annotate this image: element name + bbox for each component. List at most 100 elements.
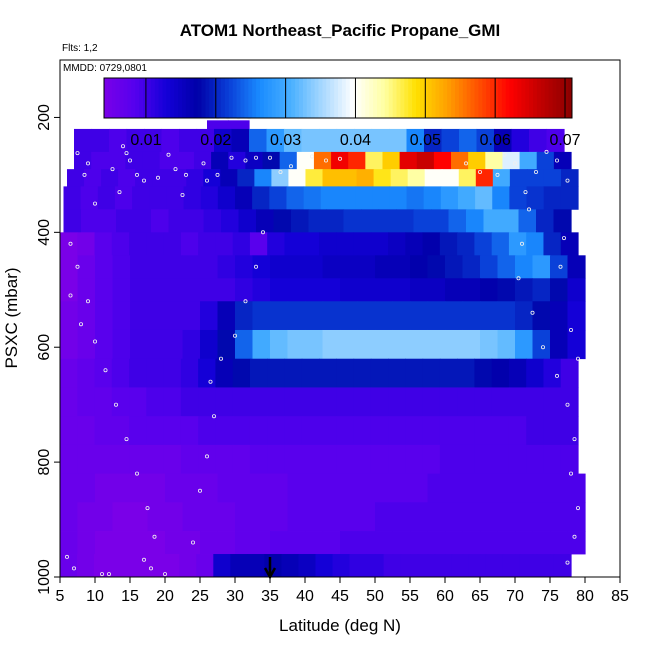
observation-point: [218, 356, 223, 361]
heatmap-cell: [147, 301, 166, 331]
colorbar-segment: [357, 78, 362, 118]
colorbar-segment: [178, 78, 183, 118]
observation-point: [68, 293, 73, 298]
colorbar-segment: [517, 78, 522, 118]
heatmap-cell: [230, 554, 248, 578]
heatmap-cell: [422, 232, 441, 256]
heatmap-cell: [287, 473, 306, 503]
heatmap-cell: [371, 128, 390, 153]
heatmap-cell: [129, 232, 147, 256]
colorbar-segment: [521, 78, 526, 118]
heatmap-cell: [410, 531, 429, 555]
heatmap-cell: [60, 255, 79, 279]
colorbar-segment: [197, 78, 202, 118]
observation-point: [520, 241, 525, 246]
observation-point: [569, 471, 574, 476]
heatmap-cell: [95, 329, 114, 360]
heatmap-cell: [196, 554, 214, 578]
observation-points: [65, 115, 581, 577]
observation-point: [267, 155, 272, 160]
heatmap-cell: [252, 329, 271, 360]
heatmap-cell: [231, 128, 250, 153]
heatmap-cell: [203, 209, 222, 233]
heatmap-cell: [340, 301, 359, 331]
colorbar-segment: [369, 78, 374, 118]
heatmap-cell: [392, 502, 411, 532]
observation-point: [572, 437, 577, 442]
heatmap-cell: [118, 169, 136, 187]
heatmap-cell: [462, 301, 481, 331]
observation-point: [253, 155, 258, 160]
heatmap-cell: [480, 278, 499, 302]
heatmap-cell: [349, 554, 368, 578]
y-tick-label: 200: [36, 104, 53, 131]
colorbar-segment: [349, 78, 355, 118]
heatmap-cell: [163, 358, 182, 388]
heatmap-cell: [221, 209, 240, 233]
heatmap-cell: [125, 151, 144, 170]
heatmap-cell: [94, 554, 112, 578]
heatmap-cell: [284, 444, 303, 474]
colorbar-segment: [119, 78, 124, 118]
colorbar-segment: [240, 78, 245, 118]
heatmap-cell: [238, 209, 257, 233]
heatmap-cell: [427, 502, 446, 532]
heatmap-cell: [457, 186, 476, 210]
heatmap-cell: [468, 554, 487, 578]
observation-point: [204, 454, 209, 459]
heatmap-cell: [305, 473, 324, 503]
heatmap-cell: [287, 502, 306, 532]
colorbar-segment: [174, 78, 179, 118]
heatmap-cell: [322, 329, 341, 360]
heatmap-cell: [476, 128, 495, 153]
heatmap-cell: [536, 151, 555, 170]
heatmap-cell: [413, 209, 432, 233]
y-axis-label: PSXC (mbar): [2, 267, 21, 368]
heatmap-cell: [357, 329, 376, 360]
observation-point: [477, 169, 482, 174]
colorbar-segment: [494, 78, 499, 118]
x-tick-label: 80: [576, 588, 594, 605]
colorbar-segment: [256, 78, 261, 118]
heatmap-cell: [560, 169, 579, 187]
heatmap-cell: [267, 387, 286, 417]
heatmap-cell: [445, 329, 464, 360]
heatmap-cell: [491, 444, 510, 474]
heatmap-cell: [560, 387, 579, 417]
heatmap-cell: [508, 358, 527, 388]
heatmap-cell: [462, 255, 481, 279]
heatmap-cell: [475, 186, 493, 210]
observation-point: [75, 151, 80, 156]
heatmap-cell: [497, 502, 516, 532]
heatmap-cell: [217, 502, 236, 532]
heatmap-cell: [232, 416, 251, 446]
observation-point: [72, 566, 77, 571]
observation-point: [204, 178, 209, 183]
heatmap-cell: [410, 502, 429, 532]
colorbar-segment: [529, 78, 534, 118]
heatmap-cell: [400, 554, 419, 578]
heatmap-cell: [60, 444, 78, 474]
heatmap-cell: [336, 387, 355, 417]
heatmap-cell: [440, 186, 459, 210]
heatmap-cell: [422, 444, 441, 474]
heatmap-cell: [145, 554, 163, 578]
heatmap-cell: [196, 128, 215, 153]
heatmap-cell: [273, 209, 292, 233]
heatmap-cell: [445, 473, 464, 503]
heatmap-cell: [111, 358, 130, 388]
colorbar-segment: [380, 78, 386, 118]
heatmap-cell: [451, 151, 469, 170]
colorbar-tick-label: 0.01: [130, 132, 161, 149]
colorbar-segment: [478, 78, 483, 118]
heatmap-cell: [550, 278, 569, 302]
colorbar-segment: [236, 78, 241, 118]
heatmap-cell: [543, 169, 562, 187]
heatmap-cell: [457, 387, 475, 417]
colorbar-segment: [182, 78, 187, 118]
heatmap-cell: [462, 473, 481, 503]
colorbar-segment: [127, 78, 132, 118]
heatmap-cell: [301, 387, 320, 417]
heatmap-cell: [270, 301, 289, 331]
heatmap-cell: [550, 473, 569, 503]
